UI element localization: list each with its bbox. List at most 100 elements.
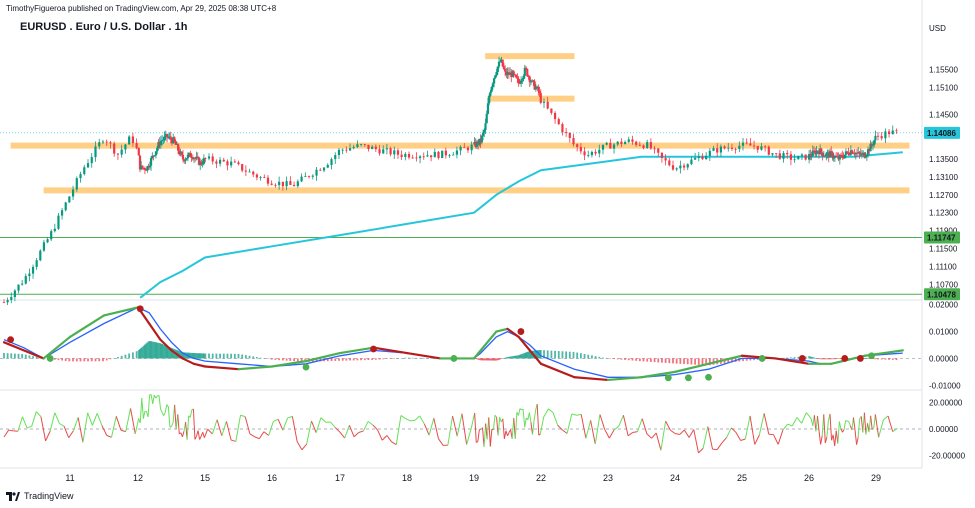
- oscillator-segment: [683, 429, 690, 438]
- oscillator-segment: [428, 418, 435, 436]
- macd-histogram-bar: [156, 342, 159, 359]
- candle-body: [360, 144, 363, 146]
- signal-line-segment: [159, 338, 173, 352]
- oscillator-segment: [400, 415, 406, 420]
- oscillator-segment: [730, 427, 737, 433]
- candle-body: [169, 136, 172, 140]
- macd-histogram-bar: [568, 351, 571, 359]
- candle-body: [50, 231, 53, 240]
- macd-histogram-bar: [171, 348, 173, 359]
- macd-histogram-bar: [864, 358, 867, 359]
- macd-histogram-bar: [818, 358, 820, 359]
- oscillator-segment: [235, 415, 242, 442]
- macd-histogram-bar: [198, 353, 200, 359]
- crossover-dot: [685, 374, 692, 382]
- candle-body: [712, 148, 715, 151]
- oscillator-segment: [815, 415, 818, 432]
- signal-line-segment: [192, 362, 207, 368]
- candle-body: [481, 132, 485, 136]
- oscillator-segment: [31, 411, 37, 427]
- oscillator-segment: [395, 415, 402, 445]
- candle-body: [378, 149, 381, 154]
- candle-body: [843, 154, 846, 159]
- macd-histogram-bar: [79, 358, 82, 362]
- signal-line-segment: [270, 360, 308, 368]
- macd-histogram-bar: [836, 358, 839, 360]
- oscillator-segment: [618, 415, 624, 427]
- oscillator-segment: [604, 429, 610, 439]
- oscillator-segment: [405, 418, 411, 422]
- candle-body: [870, 143, 873, 146]
- candle-body: [170, 139, 174, 144]
- candle-body: [137, 148, 140, 156]
- macd-histogram-bar: [501, 358, 504, 359]
- signal-line-segment: [479, 330, 498, 352]
- macd-histogram-bar: [504, 357, 507, 359]
- crossover-dot: [798, 355, 806, 362]
- macd-histogram-bar: [873, 358, 876, 360]
- candle-body: [109, 142, 112, 144]
- oscillator-segment: [735, 432, 742, 441]
- macd-histogram-bar: [404, 357, 407, 359]
- macd-histogram-bar: [75, 358, 78, 362]
- level-1-badge: [924, 231, 960, 244]
- oscillator-segment: [851, 417, 854, 430]
- macd-histogram-bar: [400, 357, 403, 359]
- oscillator-segment: [391, 441, 397, 446]
- oscillator-segment: [868, 415, 872, 433]
- candle-body: [393, 150, 396, 155]
- macd-histogram-bar: [602, 357, 604, 359]
- oscillator-segment: [63, 425, 70, 438]
- candle-body: [488, 95, 491, 104]
- candle-body: [452, 154, 455, 156]
- oscillator-segment: [153, 394, 157, 399]
- candle-body: [510, 72, 513, 77]
- macd-histogram-bar: [367, 358, 370, 361]
- macd-histogram-bar: [653, 358, 656, 363]
- oscillator-segment: [167, 406, 171, 428]
- candle-body: [497, 61, 501, 67]
- oscillator-segment: [539, 416, 545, 435]
- candle-body: [668, 160, 671, 166]
- macd-histogram-bar: [53, 358, 56, 360]
- macd-histogram-bar: [583, 353, 586, 359]
- macd-histogram-bar: [196, 353, 199, 359]
- macd-histogram-bar: [598, 356, 601, 359]
- tradingview-logo[interactable]: TradingView: [6, 491, 74, 501]
- candle-body: [508, 72, 512, 75]
- oscillator-segment: [91, 413, 98, 426]
- macd-histogram-bar: [289, 358, 292, 361]
- candle-body: [75, 178, 78, 190]
- macd-histogram-bar: [624, 358, 626, 360]
- macd-histogram-bar: [635, 358, 638, 361]
- oscillator-segment: [834, 430, 837, 446]
- macd-histogram-bar: [211, 353, 214, 359]
- time-tick-label: 11: [65, 473, 74, 483]
- oscillator-segment: [163, 412, 166, 416]
- signal-line-segment: [304, 351, 342, 363]
- oscillator-segment: [854, 429, 858, 445]
- candle-body: [28, 273, 31, 277]
- signal-line-segment: [740, 354, 777, 360]
- price-tick-label: 1.10700: [929, 280, 958, 289]
- candle-body: [565, 132, 568, 133]
- oscillator-segment: [244, 416, 251, 435]
- oscillator-segment: [536, 404, 540, 436]
- oscillator-segment: [59, 423, 65, 427]
- macd-histogram-bar: [371, 358, 374, 360]
- last-price-badge-text: 1.14086: [927, 129, 956, 138]
- candle-body: [854, 152, 857, 155]
- candle-body: [809, 154, 812, 157]
- oscillator-segment: [301, 443, 308, 451]
- oscillator-segment: [840, 428, 843, 433]
- candle-body: [587, 155, 590, 156]
- candle-body: [270, 183, 273, 185]
- candle-body: [874, 135, 877, 141]
- oscillator-segment: [782, 423, 788, 431]
- candle-body: [404, 153, 407, 157]
- candle-body: [143, 168, 147, 170]
- oscillator-segment: [147, 394, 151, 418]
- signal-line-segment: [181, 357, 195, 365]
- crossover-dot: [517, 328, 525, 335]
